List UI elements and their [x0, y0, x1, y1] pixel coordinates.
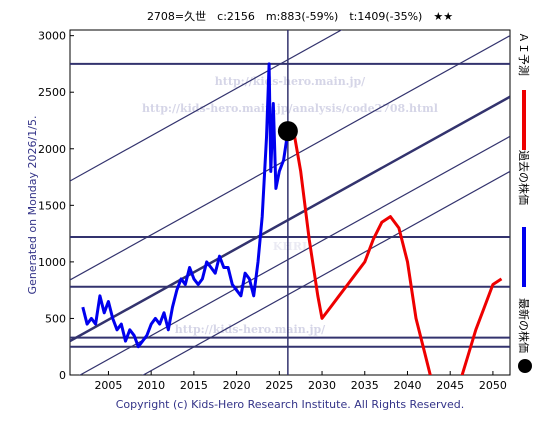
y-tick-label: 3000: [38, 30, 66, 43]
legend-label: 過去の株価: [517, 150, 531, 205]
latest-point: [277, 121, 298, 142]
y-tick-label: 0: [59, 369, 66, 382]
x-tick-label: 2010: [137, 379, 165, 392]
trend-line: [70, 35, 510, 281]
legend-label: 最新の株価: [517, 298, 531, 353]
x-tick-label: 2050: [479, 379, 507, 392]
legend-swatch: [522, 227, 526, 287]
y-tick-label: 2500: [38, 86, 66, 99]
x-tick-label: 2035: [351, 379, 379, 392]
x-tick-label: 2020: [223, 379, 251, 392]
y-tick-label: 500: [45, 312, 66, 325]
series-line: [81, 62, 290, 349]
trend-line: [70, 95, 510, 343]
series-line: [287, 129, 503, 375]
legend-swatch: [522, 90, 526, 150]
chart-title: 2708=久世 c:2156 m:883(-59%) t:1409(-35%) …: [147, 10, 453, 23]
watermark: http://kids-hero.main.jp/: [215, 75, 366, 88]
x-tick-label: 2025: [265, 379, 293, 392]
x-tick-label: 2015: [180, 379, 208, 392]
y-tick-label: 1500: [38, 199, 66, 212]
legend-swatch: [518, 359, 532, 373]
x-tick-label: 2040: [393, 379, 421, 392]
plot-content: [70, 30, 510, 375]
plot-area: [69, 29, 511, 376]
watermark: http://kids-hero.main.jp/: [175, 323, 326, 336]
footer: Copyright (c) Kids-Hero Research Institu…: [116, 398, 465, 411]
legend-label: ＡＩ予測: [517, 32, 531, 76]
y-tick-label: 1000: [38, 256, 66, 269]
watermark: KHRI: [273, 240, 307, 253]
trend-line: [142, 170, 510, 375]
side-label: Generated on Monday 2026/1/5.: [26, 116, 39, 295]
y-tick-label: 2000: [38, 143, 66, 156]
x-tick-label: 2045: [436, 379, 464, 392]
x-tick-label: 2030: [308, 379, 336, 392]
trend-line: [70, 30, 343, 182]
x-tick-label: 2005: [94, 379, 122, 392]
watermark: http://kids-hero.main.jp/analysis/code27…: [142, 102, 438, 115]
